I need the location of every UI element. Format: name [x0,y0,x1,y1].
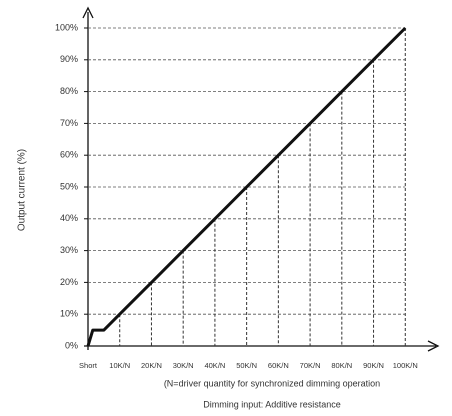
x-tick-label: 70K/N [300,361,321,370]
line [86,26,407,347]
y-tick-label: 100% [55,22,78,32]
x-tick-label: 30K/N [173,361,194,370]
y-tick-label: 50% [60,181,78,191]
x-tick-label: 20K/N [141,361,162,370]
y-tick-label: 90% [60,54,78,64]
x-tick-label: 80K/N [331,361,352,370]
y-axis-arrow [82,6,94,19]
y-tick-label: 30% [60,245,78,255]
x-axis-arrow [427,340,440,352]
y-tick-label: 40% [60,213,78,223]
y-tick-label: 20% [60,277,78,287]
x-tick-label: 100K/N [393,361,418,370]
footnote: Dimming input: Additive resistance [203,399,341,409]
x-tick-label: 10K/N [109,361,130,370]
x-tick-label: 40K/N [204,361,225,370]
y-tick-label: 80% [60,86,78,96]
footnote: (N=driver quantity for synchronized dimm… [164,378,380,388]
y-tick-label: 0% [65,340,78,350]
y-axis-label: Output current (%) [17,149,28,231]
y-tick-label: 70% [60,118,78,128]
y-tick-label: 10% [60,309,78,319]
x-tick-label: 50K/N [236,361,257,370]
x-tick-label: Short [79,361,98,370]
x-tick-label: 90K/N [363,361,384,370]
y-tick-label: 60% [60,150,78,160]
x-tick-label: 60K/N [268,361,289,370]
